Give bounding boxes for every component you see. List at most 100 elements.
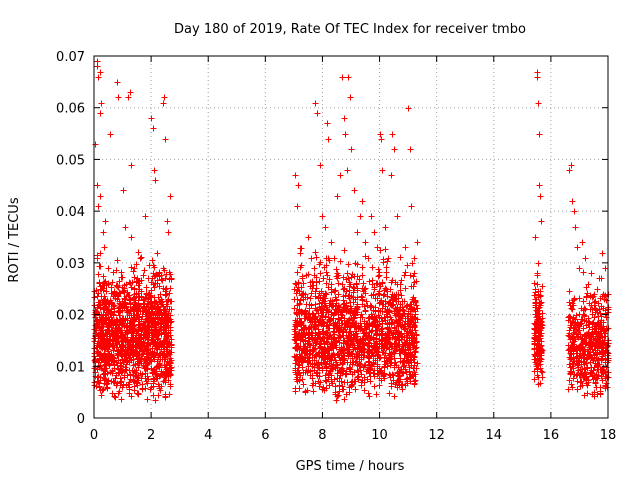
data-point (387, 351, 394, 358)
data-point (133, 261, 140, 268)
data-point (362, 239, 369, 246)
data-point (126, 326, 133, 333)
data-point (155, 335, 162, 342)
data-point (355, 368, 362, 375)
data-point (135, 297, 142, 304)
data-point (393, 379, 400, 386)
data-point (370, 321, 377, 328)
data-point (320, 275, 327, 282)
data-point (135, 249, 142, 256)
data-point (365, 353, 372, 360)
data-point (167, 271, 174, 278)
data-point (100, 229, 107, 236)
data-point (580, 325, 587, 332)
data-point (572, 324, 579, 331)
data-point (352, 296, 359, 303)
data-point (595, 361, 602, 368)
data-point (322, 361, 329, 368)
data-point (162, 394, 169, 401)
data-point (303, 272, 310, 279)
data-point (328, 372, 335, 379)
data-point (411, 380, 418, 387)
data-point (306, 326, 313, 333)
data-point (136, 348, 143, 355)
data-point (311, 265, 318, 272)
data-point (361, 387, 368, 394)
data-point (308, 290, 315, 297)
data-point (335, 291, 342, 298)
data-point (316, 278, 323, 285)
data-point (103, 344, 110, 351)
data-point (402, 285, 409, 292)
data-point (323, 385, 330, 392)
data-point (534, 281, 541, 288)
data-point (310, 311, 317, 318)
data-point (352, 335, 359, 342)
data-point (166, 351, 173, 358)
data-point (308, 255, 315, 262)
data-point (381, 371, 388, 378)
data-point (151, 376, 158, 383)
data-point (567, 370, 574, 377)
y-axis: 0 0.01 0.02 0.03 0.04 0.05 0.06 0.07 (56, 50, 608, 427)
data-point (323, 269, 330, 276)
data-point (306, 316, 313, 323)
data-point (380, 292, 387, 299)
data-point (131, 368, 138, 375)
data-point (151, 284, 158, 291)
x-tick-label: 10 (371, 428, 388, 443)
data-point (582, 255, 589, 262)
data-point (343, 371, 350, 378)
data-point (94, 366, 101, 373)
y-tick-label: 0 (77, 412, 85, 427)
data-point (354, 229, 361, 236)
data-point (378, 297, 385, 304)
data-point (371, 229, 378, 236)
data-point (365, 315, 372, 322)
data-point (566, 377, 573, 384)
data-point (394, 213, 401, 220)
data-point (162, 136, 169, 143)
data-point (150, 281, 157, 288)
data-point (322, 224, 329, 231)
data-point (332, 365, 339, 372)
data-point (599, 377, 606, 384)
data-point (366, 393, 373, 400)
data-point (577, 383, 584, 390)
data-point (123, 281, 130, 288)
data-point (384, 324, 391, 331)
data-point (300, 296, 307, 303)
data-point (378, 326, 385, 333)
data-point (96, 352, 103, 359)
data-point (358, 379, 365, 386)
data-point (588, 270, 595, 277)
data-point (376, 355, 383, 362)
data-point (344, 270, 351, 277)
data-point (569, 306, 576, 313)
data-point (586, 319, 593, 326)
data-point (129, 330, 136, 337)
data-point (122, 315, 129, 322)
data-point (105, 281, 112, 288)
data-point (334, 193, 341, 200)
data-point (298, 245, 305, 252)
data-point (336, 339, 343, 346)
data-point (292, 367, 299, 374)
data-point (368, 349, 375, 356)
data-point (391, 393, 398, 400)
data-point (568, 381, 575, 388)
data-point (401, 272, 408, 279)
data-point (153, 299, 160, 306)
data-point (149, 309, 156, 316)
data-point (319, 346, 326, 353)
data-point (358, 371, 365, 378)
data-point (137, 255, 144, 262)
data-point (122, 224, 129, 231)
data-point (571, 208, 578, 215)
data-point (359, 198, 366, 205)
data-point (309, 319, 316, 326)
data-point (305, 363, 312, 370)
data-point (382, 342, 389, 349)
x-tick-label: 8 (318, 428, 326, 443)
data-point (535, 100, 542, 107)
